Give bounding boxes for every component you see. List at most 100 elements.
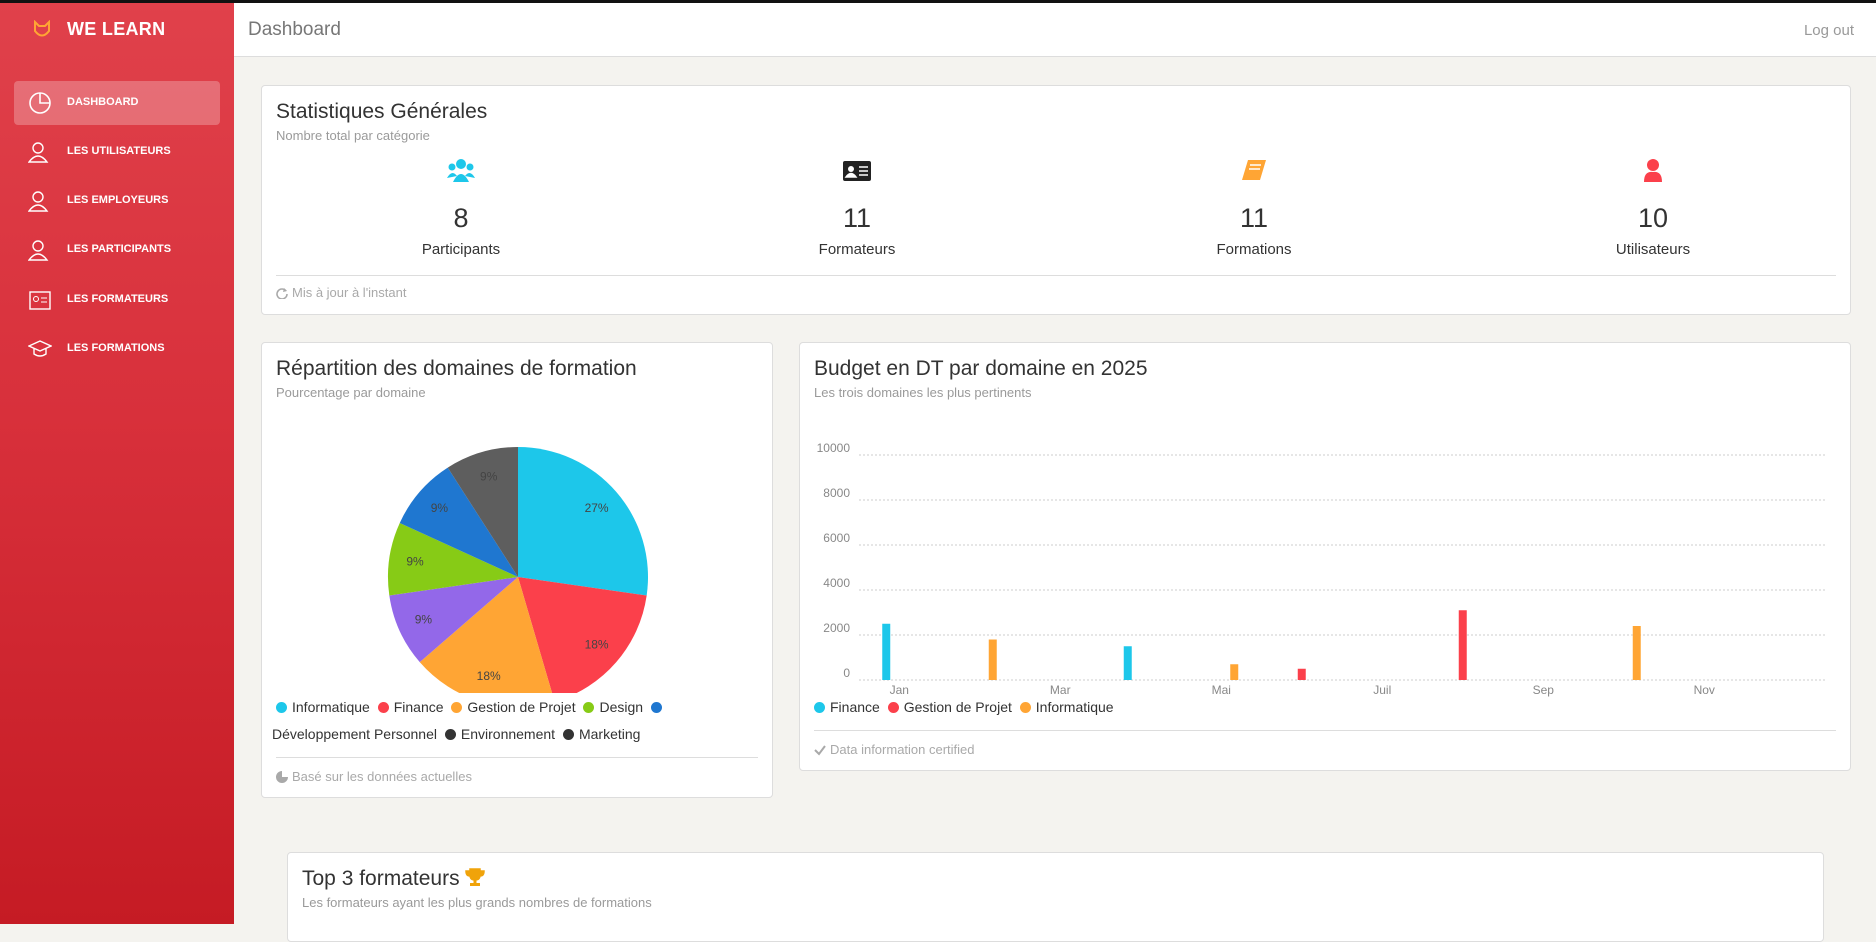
- x-tick-label: Nov: [1694, 683, 1715, 697]
- legend: Informatique Finance Gestion de Projet D…: [272, 694, 762, 748]
- logo: [34, 20, 50, 37]
- legend-item: Informatique: [1016, 699, 1114, 715]
- legend-label: Finance: [830, 699, 880, 715]
- icon: [29, 92, 51, 114]
- y-tick-label: 8000: [823, 486, 850, 500]
- header: Dashboard Log out: [234, 3, 1876, 57]
- legend-item: Développement Personnel: [272, 699, 667, 742]
- sidebar: WE LEARN DASHBOARD LES UTILISATEURS LES …: [0, 0, 234, 924]
- x-tick-label: Sep: [1533, 683, 1555, 697]
- menu-item[interactable]: LES UTILISATEURS: [14, 130, 220, 174]
- menu-item[interactable]: LES PARTICIPANTS: [14, 228, 220, 272]
- bar: [1632, 626, 1641, 680]
- icon: [1644, 159, 1662, 182]
- icon: [276, 771, 288, 783]
- legend-label: Gestion de Projet: [903, 699, 1012, 715]
- menu-item[interactable]: LES EMPLOYEURS: [14, 179, 220, 223]
- logout[interactable]: Log out: [1803, 22, 1854, 39]
- bar: [1123, 646, 1132, 680]
- icon: [1242, 160, 1266, 180]
- icon: [28, 142, 49, 163]
- legend-dot: [377, 702, 389, 713]
- slice-label: 27%: [585, 501, 609, 515]
- card-footer: Mis à jour à l'instant: [276, 285, 406, 300]
- card-title: Répartition des domaines de formation: [276, 357, 637, 380]
- icon: [28, 340, 52, 357]
- menu-label: LES PARTICIPANTS: [67, 243, 172, 255]
- y-tick-label: 0: [843, 666, 850, 680]
- divider: [276, 757, 758, 758]
- legend-label: Environnement: [460, 726, 556, 742]
- menu-item[interactable]: LES FORMATEURS: [14, 278, 220, 322]
- legend-dot: [650, 702, 662, 713]
- legend-item: Gestion de Projet: [884, 699, 1016, 715]
- legend-dot: [562, 729, 574, 740]
- slice-label: 18%: [477, 669, 501, 683]
- pie-slice: [419, 577, 553, 693]
- icon: [447, 159, 475, 182]
- stat-value: 8: [453, 203, 469, 233]
- bar: [1230, 664, 1239, 680]
- legend-label: Développement Personnel: [272, 726, 437, 742]
- card-subtitle: Les trois domaines les plus pertinents: [814, 385, 1032, 400]
- stat-label: Formations: [1216, 241, 1292, 258]
- icon: [276, 288, 288, 300]
- stat-value: 11: [1239, 203, 1269, 233]
- footer-text: Data information certified: [830, 742, 975, 757]
- pie-card: Répartition des domaines de formation Po…: [261, 342, 773, 798]
- top-border: [0, 0, 1876, 3]
- legend-item: Finance: [810, 699, 884, 715]
- legend-item: Finance: [374, 699, 448, 715]
- footer-text: Basé sur les données actuelles: [292, 769, 472, 784]
- card-title: Statistiques Générales: [276, 100, 488, 123]
- legend-label: Informatique: [292, 699, 370, 715]
- legend: Finance Gestion de Projet Informatique: [810, 694, 1810, 721]
- card-footer: Basé sur les données actuelles: [276, 769, 472, 784]
- pie-slice: [518, 447, 648, 596]
- y-tick-label: 2000: [823, 621, 850, 635]
- card-title: Top 3 formateurs: [302, 867, 486, 891]
- card-subtitle: Pourcentage par domaine: [276, 385, 426, 400]
- bar: [1458, 610, 1467, 680]
- legend-label: Marketing: [578, 726, 641, 742]
- bar: [882, 623, 891, 680]
- menu-item[interactable]: DASHBOARD: [14, 81, 220, 125]
- menu-item[interactable]: LES FORMATIONS: [14, 327, 220, 371]
- legend-label: Finance: [393, 699, 444, 715]
- stat-value: 11: [842, 203, 872, 233]
- legend-dot: [276, 702, 287, 713]
- card-subtitle: Nombre total par catégorie: [276, 128, 430, 143]
- icon: [28, 240, 49, 261]
- icon: [28, 191, 49, 212]
- stats-card: Statistiques Générales Nombre total par …: [261, 85, 1851, 315]
- pie-slice: [399, 467, 518, 577]
- card-title: Budget en DT par domaine en 2025: [814, 357, 1148, 380]
- bar: [1297, 668, 1306, 680]
- legend-item: Design: [579, 699, 646, 715]
- menu-label: LES FORMATIONS: [67, 342, 165, 354]
- legend-label: Gestion de Projet: [467, 699, 576, 715]
- divider: [276, 275, 1836, 276]
- legend-dot: [887, 702, 899, 713]
- legend-dot: [1019, 702, 1031, 713]
- brand: WE LEARN: [67, 19, 166, 39]
- icon: [814, 745, 826, 756]
- stat-label: Participants: [421, 241, 501, 258]
- bar-chart: 0 2000 4000 6000 8000 10000 Jan Mar Mai Juil Sep No…: [817, 441, 1825, 697]
- legend-item: Marketing: [559, 726, 640, 742]
- legend-item: Gestion de Projet: [447, 699, 579, 715]
- slice-label: 18%: [585, 637, 609, 651]
- y-tick-label: 4000: [823, 576, 850, 590]
- legend-label: Informatique: [1035, 699, 1114, 715]
- pie-slice: [518, 577, 647, 693]
- legend-item: Environnement: [441, 726, 559, 742]
- bar: [988, 639, 997, 680]
- x-tick-label: Jan: [890, 683, 909, 697]
- slice-label: 9%: [406, 554, 424, 568]
- x-tick-label: Mar: [1050, 683, 1071, 697]
- footer-text: Mis à jour à l'instant: [292, 285, 407, 300]
- y-tick-label: 6000: [823, 531, 850, 545]
- x-tick-label: Mai: [1212, 683, 1231, 697]
- trophy-icon: [465, 868, 486, 886]
